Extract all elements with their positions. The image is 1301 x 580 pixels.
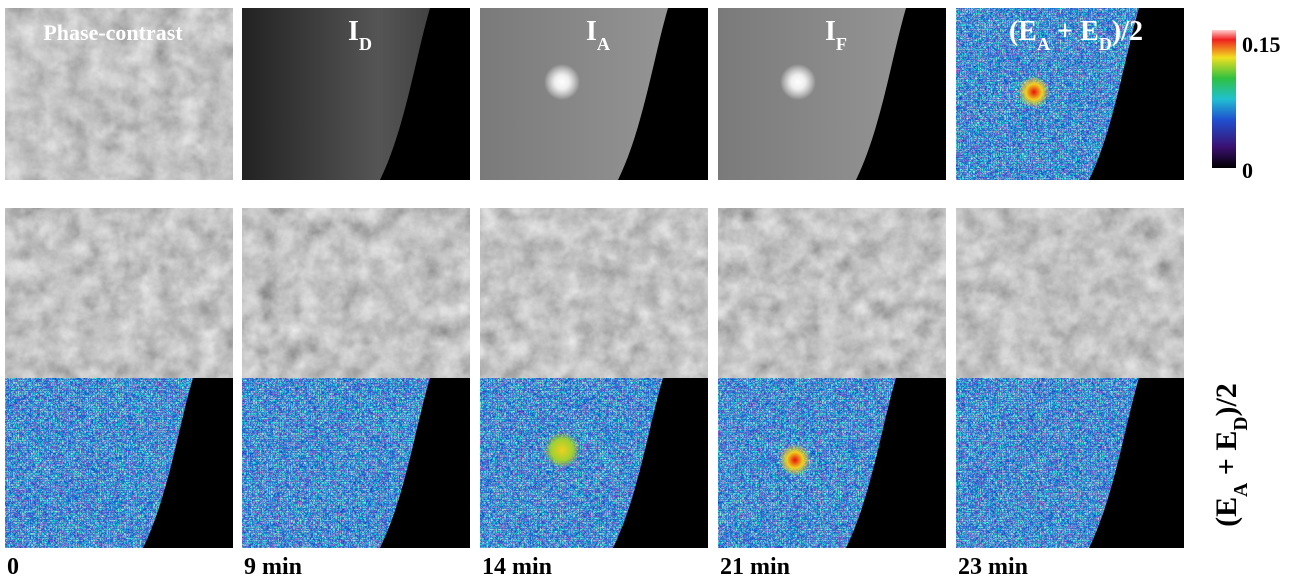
- text-part: Phase-contrast: [43, 20, 183, 45]
- panel-title: Phase-contrast: [43, 20, 183, 45]
- panels: [5, 8, 1184, 548]
- bright-spot: [780, 64, 816, 100]
- phase-image: [242, 208, 470, 378]
- colorbar-tick-label: 0.15: [1242, 32, 1281, 57]
- text-part: + E: [1050, 16, 1099, 47]
- row-label: (EA + ED)/2: [1210, 383, 1252, 527]
- time-label: 23 min: [958, 554, 1028, 580]
- text-part: I: [348, 16, 359, 47]
- bright-spot: [544, 64, 580, 100]
- subscript: A: [597, 34, 610, 54]
- text-part: (E: [1009, 16, 1037, 47]
- subscript: A: [1231, 483, 1252, 497]
- phase-image: [718, 208, 946, 378]
- colorbar-tick-label: 0: [1242, 158, 1253, 183]
- subscript: F: [836, 34, 847, 54]
- time-label: 21 min: [720, 554, 790, 580]
- colorbar: [1212, 30, 1236, 168]
- phase-image: [5, 208, 233, 378]
- text-part: I: [586, 16, 597, 47]
- time-label: 14 min: [482, 554, 552, 580]
- fret-spot: [544, 432, 580, 468]
- subscript: A: [1037, 34, 1050, 54]
- text-part: I: [825, 16, 836, 47]
- time-label: 9 min: [244, 554, 302, 580]
- text-part: )/2: [1112, 16, 1143, 47]
- phase-image: [956, 208, 1184, 378]
- fret-spot: [779, 444, 811, 476]
- subscript: D: [1099, 34, 1112, 54]
- subscript: D: [1231, 417, 1252, 431]
- text-part: + E: [1210, 431, 1243, 483]
- time-label: 0: [7, 554, 19, 580]
- subscript: D: [359, 34, 372, 54]
- text-part: )/2: [1210, 383, 1243, 416]
- phase-image: [480, 208, 708, 378]
- figure: Phase-contrastIDIAIF(EA + ED)/20.150(EA …: [0, 0, 1301, 580]
- text-part: (E: [1210, 497, 1243, 527]
- fret-spot: [1018, 76, 1050, 108]
